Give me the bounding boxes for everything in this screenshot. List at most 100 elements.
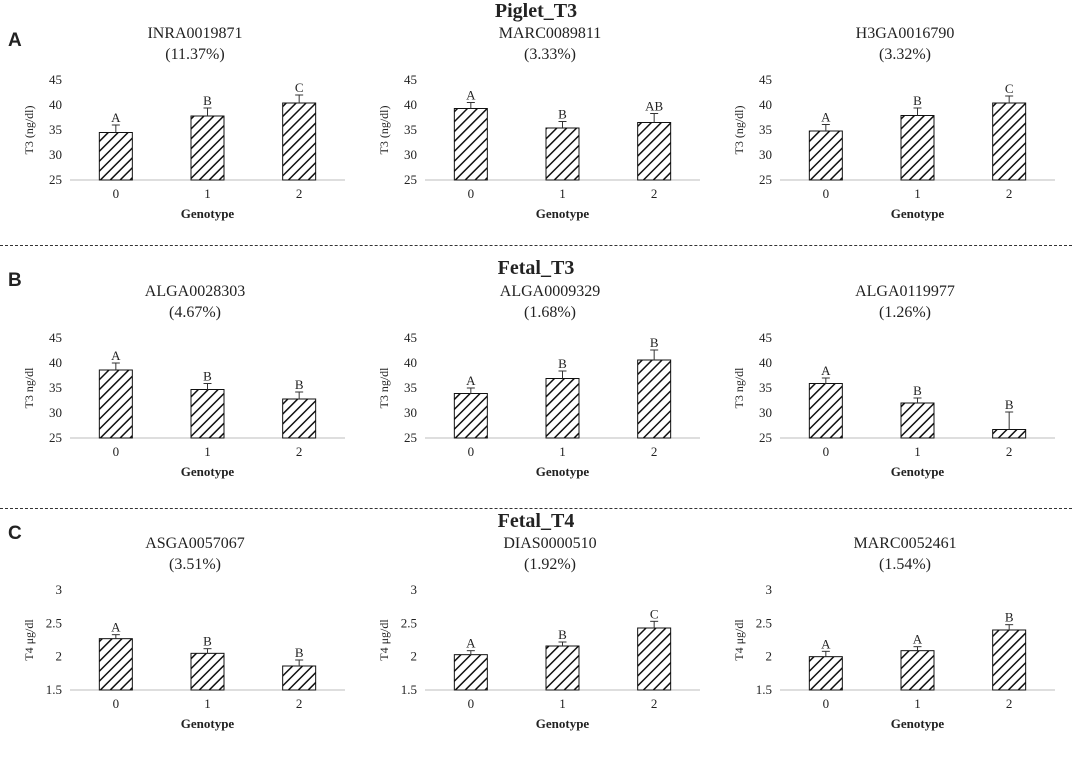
- significance-letter: B: [650, 335, 659, 350]
- y-tick-label: 1.5: [46, 682, 62, 697]
- chart-asga0057067: ASGA0057067 (3.51%) 1.5 2 2.5 3 T4 μg/dl A 0 B 1 B 2…: [22, 535, 345, 731]
- x-tick-label: 0: [823, 444, 830, 459]
- y-axis-label: T3 ng/dl: [732, 367, 746, 409]
- bar: [808, 656, 843, 691]
- significance-letter: B: [203, 369, 212, 384]
- bar: [992, 429, 1027, 439]
- marker-title: ALGA0119977: [855, 283, 955, 300]
- x-tick-label: 0: [468, 696, 475, 711]
- chart-inra0019871: INRA0019871 (11.37%) 25 30 35 40 45 T3 (ng/dl) A…: [22, 25, 345, 221]
- significance-letter: B: [295, 645, 304, 660]
- x-tick-label: 2: [1006, 444, 1013, 459]
- y-tick-label: 40: [759, 97, 772, 112]
- x-tick-label: 0: [823, 696, 830, 711]
- y-axis-label: T4 μg/dl: [377, 619, 391, 661]
- significance-letter: B: [1005, 397, 1014, 412]
- bar: [992, 629, 1027, 691]
- significance-letter: A: [466, 373, 476, 388]
- y-axis-label: T3 ng/dl: [22, 367, 36, 409]
- y-tick-label: 30: [49, 405, 62, 420]
- significance-letter: B: [295, 377, 304, 392]
- y-tick-label: 35: [49, 122, 62, 137]
- y-tick-label: 2.5: [46, 615, 62, 630]
- y-axis-label: T4 μg/dl: [22, 619, 36, 661]
- marker-title: MARC0089811: [499, 25, 602, 42]
- significance-letter: A: [466, 636, 476, 651]
- y-tick-label: 25: [759, 430, 772, 445]
- y-tick-label: 1.5: [756, 682, 772, 697]
- y-tick-label: 2.5: [756, 615, 772, 630]
- y-tick-label: 40: [759, 355, 772, 370]
- y-axis-label: T4 μg/dl: [732, 619, 746, 661]
- bar: [98, 638, 133, 691]
- significance-letter: B: [558, 107, 567, 122]
- x-tick-label: 1: [204, 696, 211, 711]
- significance-letter: A: [821, 636, 831, 651]
- pve-label: (3.51%): [169, 556, 221, 573]
- significance-letter: A: [111, 620, 121, 635]
- bar: [282, 102, 317, 181]
- x-tick-label: 2: [651, 696, 658, 711]
- x-tick-label: 0: [113, 696, 120, 711]
- significance-letter: AB: [645, 99, 663, 114]
- y-tick-label: 45: [404, 72, 417, 87]
- significance-letter: B: [558, 627, 567, 642]
- x-tick-label: 1: [914, 186, 921, 201]
- x-axis-label: Genotype: [181, 716, 235, 731]
- section-divider: [0, 245, 1072, 246]
- x-tick-label: 0: [113, 186, 120, 201]
- y-tick-label: 2.5: [401, 615, 417, 630]
- chart-dias0000510: DIAS0000510 (1.92%) 1.5 2 2.5 3 T4 μg/dl A 0 B 1 C 2…: [377, 535, 700, 731]
- significance-letter: A: [821, 363, 831, 378]
- x-axis-label: Genotype: [536, 464, 590, 479]
- x-tick-label: 0: [823, 186, 830, 201]
- y-tick-label: 3: [56, 582, 63, 597]
- marker-title: ASGA0057067: [145, 535, 245, 552]
- x-axis-label: Genotype: [891, 206, 945, 221]
- pve-label: (4.67%): [169, 304, 221, 321]
- significance-letter: B: [913, 93, 922, 108]
- y-tick-label: 2: [766, 649, 773, 664]
- section-title-piglet-t3: Piglet_T3: [494, 0, 578, 22]
- bar: [545, 127, 580, 181]
- bar: [98, 132, 133, 181]
- y-tick-label: 45: [759, 330, 772, 345]
- bar: [808, 130, 843, 181]
- y-tick-label: 30: [759, 147, 772, 162]
- y-tick-label: 45: [759, 72, 772, 87]
- marker-title: ALGA0009329: [500, 283, 600, 300]
- bar: [190, 389, 225, 439]
- pve-label: (3.33%): [524, 46, 576, 63]
- significance-letter: A: [913, 632, 923, 647]
- x-tick-label: 1: [204, 186, 211, 201]
- bar: [637, 122, 672, 181]
- significance-letter: B: [1005, 610, 1014, 625]
- bar: [900, 115, 935, 181]
- y-tick-label: 45: [404, 330, 417, 345]
- bar: [190, 115, 225, 181]
- marker-title: H3GA0016790: [856, 25, 955, 42]
- y-tick-label: 25: [49, 172, 62, 187]
- x-tick-label: 1: [559, 444, 566, 459]
- y-axis-label: T3 (ng/dl): [22, 106, 36, 155]
- bar: [453, 393, 488, 439]
- section-title-fetal-t4: Fetal_T4: [497, 510, 575, 532]
- x-axis-label: Genotype: [536, 206, 590, 221]
- panel-letter-c: C: [8, 523, 22, 544]
- significance-letter: C: [1005, 81, 1014, 96]
- bar: [98, 369, 133, 439]
- y-tick-label: 45: [49, 72, 62, 87]
- y-tick-label: 2: [411, 649, 418, 664]
- y-tick-label: 45: [49, 330, 62, 345]
- y-axis-label: T3 (ng/dl): [732, 106, 746, 155]
- x-tick-label: 1: [204, 444, 211, 459]
- y-axis-label: T3 ng/dl: [377, 367, 391, 409]
- x-tick-label: 2: [296, 444, 303, 459]
- pve-label: (1.54%): [879, 556, 931, 573]
- chart-marc0052461: MARC0052461 (1.54%) 1.5 2 2.5 3 T4 μg/dl A 0 A 1 B 2…: [732, 535, 1055, 731]
- bar: [900, 650, 935, 691]
- pve-label: (1.92%): [524, 556, 576, 573]
- bar: [453, 108, 488, 181]
- y-tick-label: 35: [404, 122, 417, 137]
- significance-letter: A: [466, 88, 476, 103]
